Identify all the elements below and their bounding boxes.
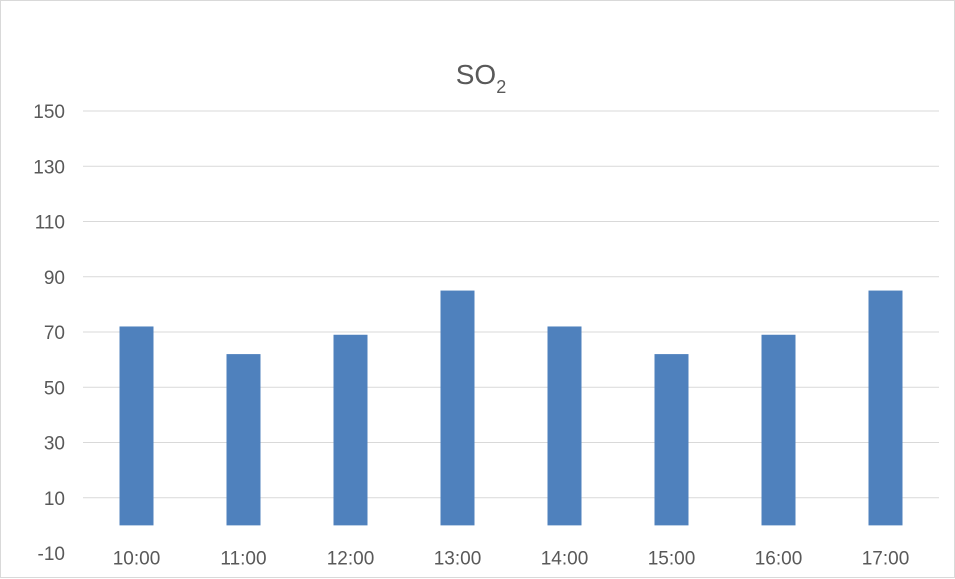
y-tick-label: 50 bbox=[44, 378, 65, 399]
y-axis-tick-labels: -10 10 30 50 70 90 110 130 150 bbox=[33, 102, 65, 565]
x-tick-label: 17:00 bbox=[862, 548, 910, 569]
chart-title: SO2 bbox=[456, 59, 506, 97]
y-tick-label: 70 bbox=[44, 323, 65, 344]
bar-1600 bbox=[762, 335, 796, 526]
bar-1500 bbox=[655, 354, 689, 525]
x-tick-label: 15:00 bbox=[648, 548, 696, 569]
y-tick-label: -10 bbox=[38, 544, 65, 565]
chart-title-main: SO bbox=[456, 59, 496, 90]
gridlines bbox=[83, 111, 939, 498]
y-tick-label: 130 bbox=[33, 157, 65, 178]
y-tick-label: 110 bbox=[35, 213, 65, 234]
y-tick-label: 30 bbox=[44, 434, 65, 455]
x-tick-label: 14:00 bbox=[541, 548, 589, 569]
bar-1400 bbox=[548, 326, 582, 525]
bar-1700 bbox=[869, 291, 903, 526]
x-tick-label: 12:00 bbox=[327, 548, 375, 569]
y-tick-label: 150 bbox=[33, 102, 65, 123]
bar-1000 bbox=[120, 326, 154, 525]
x-tick-label: 16:00 bbox=[755, 548, 803, 569]
bar-1300 bbox=[441, 291, 475, 526]
bar-1200 bbox=[334, 335, 368, 526]
x-tick-label: 10:00 bbox=[113, 548, 161, 569]
x-tick-label: 13:00 bbox=[434, 548, 482, 569]
y-tick-label: 10 bbox=[44, 489, 65, 510]
bar-1100 bbox=[227, 354, 261, 525]
chart-title-subscript: 2 bbox=[496, 77, 506, 97]
y-tick-label: 90 bbox=[44, 268, 65, 289]
x-tick-label: 11:00 bbox=[220, 548, 266, 569]
bars bbox=[120, 291, 903, 526]
x-axis-tick-labels: 10:00 11:00 12:00 13:00 14:00 15:00 16:00 17:00 bbox=[113, 548, 910, 569]
